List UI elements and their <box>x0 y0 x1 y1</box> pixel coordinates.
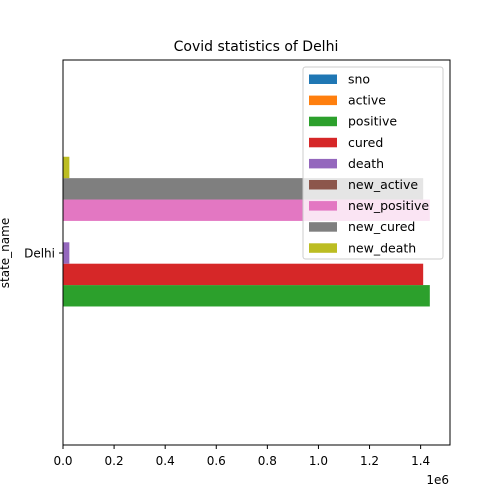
legend-label: new_positive <box>348 198 429 213</box>
legend-swatch <box>309 180 337 190</box>
legend-label: new_active <box>348 177 418 192</box>
legend-label: active <box>348 93 386 108</box>
legend-swatch <box>309 201 337 211</box>
legend-swatch <box>309 74 337 84</box>
legend-label: new_cured <box>348 219 415 234</box>
legend: sno active positive cured death new_activenew… <box>302 66 444 260</box>
legend-label: cured <box>348 135 383 150</box>
legend-label: death <box>348 156 384 171</box>
x-axis: 0.0 0.2 0.4 0.6 0.8 1.0 1.2 1.4 <box>53 445 430 468</box>
x-tick-label: 0.8 <box>258 454 277 468</box>
bar-cured <box>63 263 424 286</box>
x-tick-label: 1.4 <box>411 454 430 468</box>
legend-swatch <box>309 222 337 232</box>
x-tick-label: 0.6 <box>207 454 226 468</box>
legend-frame <box>302 66 444 260</box>
legend-swatch <box>309 137 337 148</box>
legend-swatch <box>309 116 337 127</box>
bar-positive <box>63 285 430 307</box>
y-axis: Delhi <box>24 247 63 261</box>
x-tick-label: 1.0 <box>309 454 328 468</box>
x-scale-label: 1e6 <box>426 473 449 487</box>
bar-death <box>63 242 70 264</box>
legend-label: positive <box>348 114 397 129</box>
legend-swatch <box>309 243 337 253</box>
chart-title: Covid statistics of Delhi <box>174 39 339 55</box>
x-tick-label: 1.2 <box>360 454 379 468</box>
legend-label: sno <box>348 72 370 87</box>
legend-label: new_death <box>348 240 416 255</box>
y-tick-label: Delhi <box>24 247 55 261</box>
y-axis-label: state_name <box>0 218 12 288</box>
x-tick-label: 0.0 <box>53 454 72 468</box>
legend-swatch <box>309 158 337 169</box>
legend-swatch <box>309 95 337 106</box>
bar-new-death <box>63 156 70 179</box>
x-tick-label: 0.2 <box>105 454 124 468</box>
x-tick-label: 0.4 <box>156 454 175 468</box>
